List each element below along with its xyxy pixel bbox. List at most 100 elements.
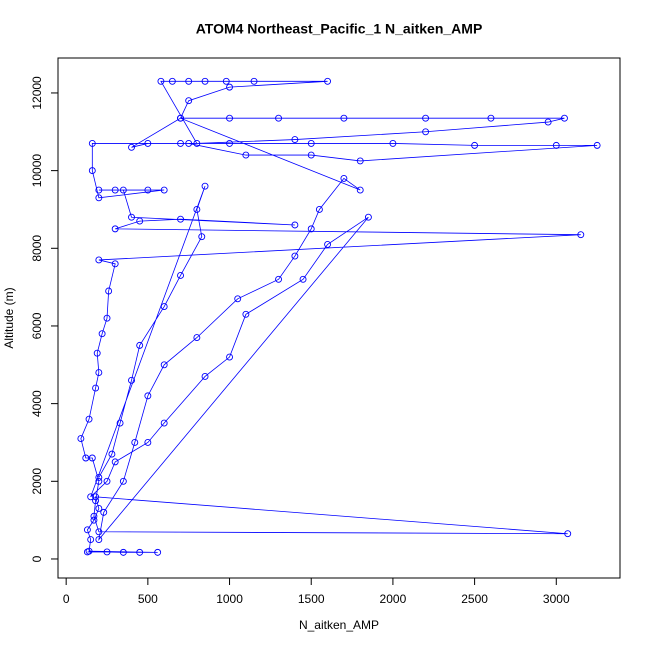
data-point (111, 260, 119, 268)
data-point (87, 536, 95, 544)
data-point (160, 186, 168, 194)
data-point (324, 240, 332, 248)
data-point (116, 419, 124, 427)
x-tick-label: 2500 (461, 592, 488, 606)
data-point (544, 118, 552, 126)
data-point (193, 139, 201, 147)
data-point (234, 295, 242, 303)
data-point (154, 548, 162, 556)
data-point (561, 114, 568, 122)
data-point (85, 415, 93, 423)
data-point (160, 419, 168, 427)
chart-title: ATOM4 Northeast_Pacific_1 N_aitken_AMP (196, 21, 483, 37)
data-point (177, 272, 184, 279)
data-point (95, 536, 103, 544)
data-point (136, 217, 144, 225)
data-point (577, 231, 585, 239)
data-point (201, 77, 209, 85)
data-point (105, 287, 113, 295)
data-point (128, 143, 135, 151)
y-tick-label: 10000 (30, 154, 44, 188)
data-point (324, 77, 332, 85)
x-axis-label: N_aitken_AMP (299, 618, 379, 632)
data-point (98, 330, 106, 338)
data-point (340, 174, 348, 182)
data-point (131, 439, 139, 446)
data-point (90, 516, 98, 524)
data-point (92, 384, 100, 392)
data-point (119, 186, 127, 194)
data-point (299, 275, 307, 283)
data-point (177, 139, 184, 147)
data-point (593, 141, 601, 149)
data-point (119, 477, 127, 485)
data-point (185, 77, 193, 85)
data-point (222, 77, 230, 85)
data-point (95, 369, 103, 377)
data-point (83, 526, 91, 534)
data-point (93, 349, 101, 357)
data-point (226, 353, 233, 361)
data-point (291, 136, 299, 144)
y-axis-label: Altitude (m) (2, 287, 16, 348)
data-point (90, 512, 98, 520)
data-point (144, 139, 152, 147)
data-point (275, 275, 283, 283)
data-point (389, 139, 397, 147)
y-tick-label: 8000 (30, 235, 44, 262)
data-point (103, 477, 111, 485)
data-point (291, 252, 299, 260)
data-point (226, 83, 233, 91)
data-point (193, 206, 201, 213)
data-point (119, 548, 127, 556)
x-tick-label: 500 (138, 592, 158, 606)
data-point (356, 186, 364, 194)
y-tick-label: 4000 (30, 390, 44, 417)
x-tick-label: 0 (63, 592, 70, 606)
data-point (552, 141, 560, 149)
data-point (201, 182, 209, 190)
data-point (95, 194, 103, 202)
data-point (307, 225, 315, 233)
data-point (95, 473, 103, 481)
data-point (95, 186, 103, 194)
data-point (226, 114, 233, 122)
data-point (242, 310, 250, 318)
data-point (95, 256, 103, 264)
data-point (95, 505, 103, 512)
data-point (487, 114, 495, 122)
data-point (136, 548, 144, 556)
data-point (82, 454, 90, 462)
data-point (177, 114, 184, 122)
data-point (108, 450, 116, 458)
data-point (471, 141, 479, 149)
data-point (88, 167, 96, 175)
data-point (144, 392, 152, 400)
data-point (291, 221, 299, 229)
plot-frame (57, 57, 621, 579)
data-point (111, 225, 119, 233)
data-point (422, 128, 430, 136)
y-tick-label: 6000 (30, 312, 44, 339)
data-point (160, 303, 168, 310)
data-point (111, 458, 119, 466)
data-point (185, 97, 193, 105)
y-tick-label: 0 (30, 555, 44, 562)
data-point (87, 493, 95, 501)
data-point (92, 497, 100, 505)
data-point (128, 213, 135, 221)
data-point (564, 530, 572, 538)
data-point (168, 77, 176, 85)
data-point (250, 77, 258, 85)
data-point (144, 186, 152, 194)
data-point (95, 477, 103, 485)
data-point (242, 151, 250, 159)
x-tick-label: 3000 (543, 592, 570, 606)
data-point (364, 213, 372, 221)
data-point (103, 314, 111, 322)
data-point (103, 548, 111, 556)
y-tick-label: 12000 (30, 76, 44, 110)
data-point (144, 439, 152, 446)
